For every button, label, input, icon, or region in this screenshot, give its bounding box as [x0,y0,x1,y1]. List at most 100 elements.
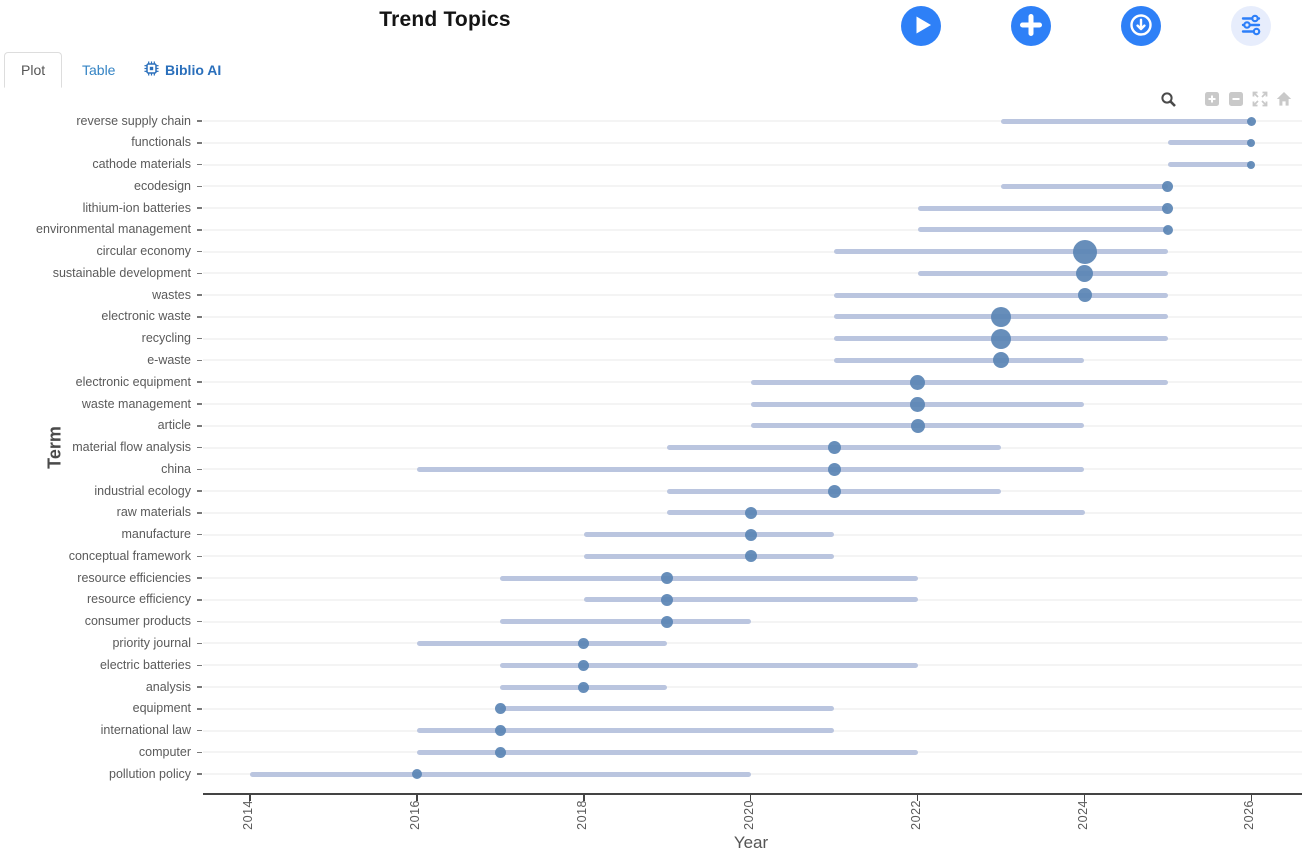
trend-dot [744,506,757,519]
trend-range-line [500,575,918,581]
trend-dot [991,306,1012,327]
trend-range-line [917,227,1168,233]
trend-range-line [750,379,1168,385]
term-label: waste management [81,396,191,411]
trend-dot [1247,160,1256,169]
term-label: consumer products [84,614,191,629]
x-tick-label: 2024 [1075,800,1090,830]
trend-range-line [583,597,918,603]
run-report-button[interactable] [901,6,941,46]
tab-plot-label: Plot [21,62,46,78]
term-label: conceptual framework [68,548,191,563]
grid-line [203,228,1302,231]
trend-dot [578,659,590,671]
term-label: priority journal [112,635,191,650]
y-axis-tick [197,446,202,449]
y-axis-tick [197,337,202,340]
term-label: electric batteries [99,657,191,672]
modebar-zoom-in-button[interactable] [1203,92,1220,110]
trend-topics-plot[interactable]: Term Year reverse supply chain functional… [0,88,1302,863]
y-axis-tick [197,403,202,405]
trend-dot [1077,288,1092,303]
term-label: international law [100,723,191,738]
trend-dot [827,484,841,498]
trend-range-line [1001,118,1252,124]
term-label: china [161,461,191,476]
trend-range-line [416,749,918,755]
grid-line [203,620,1302,623]
y-axis-tick [197,381,202,383]
trend-dot [661,615,674,628]
y-axis-tick [197,512,202,514]
term-label: environmental management [36,222,191,237]
x-tick-label: 2026 [1242,800,1257,830]
trend-dot [661,572,674,585]
term-label: e-waste [147,352,191,367]
y-axis-tick [197,425,202,427]
plot-modebar [1160,91,1292,110]
y-axis-tick [197,620,202,623]
grid-line [203,272,1302,275]
trend-range-line [834,357,1085,363]
filters-sliders-icon [1231,5,1271,48]
grid-line [203,642,1302,645]
modebar-zoom-button[interactable] [1160,91,1177,110]
trend-dot [578,681,590,693]
y-axis-tick [197,468,202,471]
modebar-zoom-out-button[interactable] [1227,92,1244,110]
trend-dot [1246,116,1256,126]
tab-table[interactable]: Table [66,52,131,87]
y-axis-tick [197,207,202,209]
term-label: pollution policy [109,766,191,781]
modebar-reset-home-button[interactable] [1275,92,1292,110]
trend-dot [910,418,925,433]
trend-dot [1162,224,1173,235]
tab-table-label: Table [82,61,116,78]
trend-dot [827,462,841,476]
trend-range-line [500,706,835,712]
y-axis-tick [197,359,202,362]
grid-line [203,185,1302,188]
tab-plot[interactable]: Plot [4,52,63,88]
download-circle-icon [1121,5,1161,48]
y-axis-tick [197,163,202,166]
trend-dot [578,637,590,649]
chip-icon [144,60,159,79]
grid-line [203,163,1302,166]
y-axis-tick [197,250,202,253]
modebar-autoscale-button[interactable] [1251,91,1268,110]
trend-dot [744,528,757,541]
term-label: article [157,418,191,433]
x-axis-tick [1083,795,1086,801]
term-label: raw materials [116,505,191,520]
trend-dot [1072,239,1097,264]
term-label: electronic waste [101,309,191,324]
settings-button[interactable] [1231,6,1271,46]
y-axis-tick [197,664,202,666]
add-button[interactable] [1011,6,1051,46]
y-axis-tick [197,533,202,536]
x-axis-tick [249,795,251,801]
trend-range-line [917,205,1168,211]
trend-dot [744,550,757,563]
y-axis-tick [197,120,202,122]
grid-line [203,207,1302,210]
y-axis-tick [197,142,202,144]
tab-bar: Plot Table Biblio AI [0,52,1302,89]
term-label: computer [138,744,191,759]
y-axis-tick [197,316,202,318]
x-axis-title: Year [733,833,769,852]
y-axis-tick [197,555,202,558]
y-axis-tick [197,272,202,275]
y-axis-tick [197,490,202,492]
tab-biblio-ai-label: Biblio AI [165,61,222,78]
export-button[interactable] [1121,6,1161,46]
tab-biblio-ai[interactable]: Biblio AI [128,52,237,87]
trend-dot [827,441,841,455]
term-label: recycling [141,331,191,346]
y-axis-tick [197,229,202,231]
trend-range-line [1167,140,1252,146]
trend-dot [1076,264,1093,282]
y-axis-tick [197,773,202,775]
grid-line [203,141,1302,144]
